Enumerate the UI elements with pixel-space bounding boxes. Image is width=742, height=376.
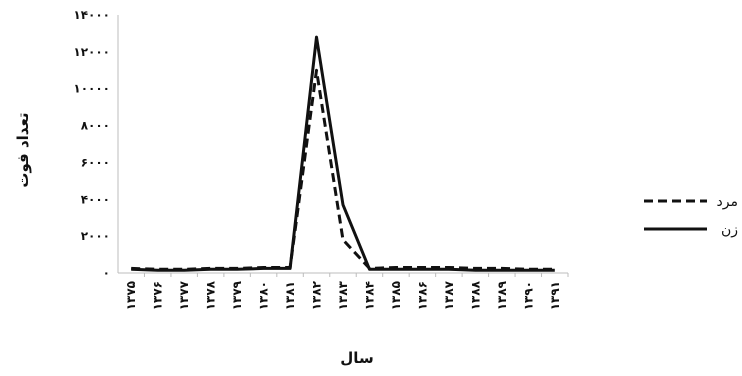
x-tick-labels: ۱۳۷۵ ۱۳۷۶ ۱۳۷۷ ۱۳۷۸ ۱۳۷۹ ۱۳۸۰ ۱۳۸۱ ۱۳۸۲ ۱۳۸۳ ۱۳۸۴… <box>124 273 569 310</box>
y-tick-label: ۱۰۰۰۰ <box>73 82 110 96</box>
x-tick-label: ۱۳۸۶ <box>415 281 429 310</box>
x-tick-label: ۱۳۷۵ <box>124 281 138 310</box>
y-tick-label: ۰ <box>103 266 110 280</box>
series-lines <box>131 35 555 272</box>
y-tick-label: ۶۰۰۰ <box>81 155 110 169</box>
series-line-0 <box>131 68 555 271</box>
x-tick-label: ۱۳۸۱ <box>283 281 297 310</box>
y-tick-label: ۱۲۰۰۰ <box>73 45 110 59</box>
x-tick-label: ۱۳۸۰ <box>257 281 271 310</box>
y-tick-label: ۲۰۰۰ <box>81 229 110 243</box>
x-tick-label: ۱۳۸۲ <box>310 280 324 310</box>
x-tick-label: ۱۳۸۴ <box>362 281 376 310</box>
y-axis-title: تعداد فوت <box>14 112 32 187</box>
x-tick-label: ۱۳۸۹ <box>495 280 509 310</box>
y-tick-label: ۸۰۰۰ <box>81 119 110 133</box>
x-tick-label: ۱۳۹۰ <box>521 281 535 310</box>
series-line-1 <box>131 35 555 272</box>
x-tick-label: ۱۳۷۶ <box>151 281 165 310</box>
legend-label-female: زن <box>721 222 738 238</box>
x-axis-title: سال <box>340 349 373 367</box>
legend-label-male: مرد <box>717 194 738 210</box>
x-tick-label: ۱۳۸۸ <box>468 280 482 310</box>
y-tick-label: ۱۴۰۰۰ <box>73 8 110 22</box>
x-tick-label: ۱۳۸۵ <box>389 281 403 310</box>
x-tick-label: ۱۳۷۹ <box>230 280 244 310</box>
y-tick-label: ۴۰۰۰ <box>81 192 110 206</box>
x-tick-label: ۱۳۸۳ <box>336 280 350 310</box>
x-tick-label: ۱۳۷۸ <box>204 280 218 310</box>
y-tick-labels: ۰ ۲۰۰۰ ۴۰۰۰ ۶۰۰۰ ۸۰۰۰ ۱۰۰۰۰ ۱۲۰۰۰ ۱۴۰۰۰ <box>73 8 110 280</box>
x-tick-label: ۱۳۸۷ <box>442 280 456 310</box>
x-tick-label: ۱۳۷۷ <box>177 280 191 310</box>
legend: مرد زن <box>644 194 738 238</box>
x-tick-label: ۱۳۹۱ <box>548 281 562 310</box>
